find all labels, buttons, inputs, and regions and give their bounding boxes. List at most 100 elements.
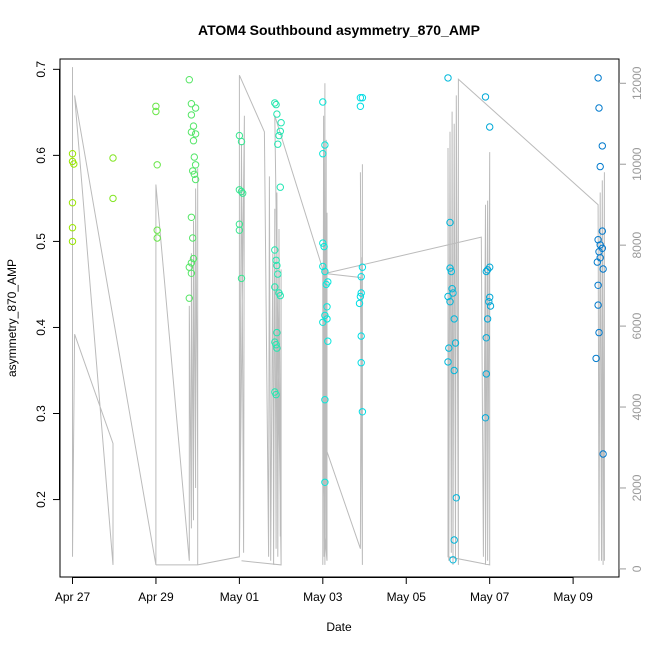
data-points-layer <box>68 74 607 564</box>
data-point <box>187 100 196 108</box>
y-tick-label: 0.3 <box>34 405 48 422</box>
data-point <box>275 131 283 140</box>
secondary-series-layer <box>72 67 605 566</box>
data-point <box>273 344 281 352</box>
data-point <box>276 291 284 300</box>
data-point <box>358 263 367 271</box>
data-point <box>189 234 197 242</box>
data-point <box>594 74 602 82</box>
data-point <box>482 334 490 342</box>
data-point <box>191 161 200 169</box>
data-point <box>596 162 604 171</box>
data-point <box>187 213 196 222</box>
data-point <box>447 267 455 276</box>
y-axis-label: asymmetry_870_AMP <box>5 259 19 377</box>
data-point <box>274 140 282 148</box>
data-point <box>185 294 194 302</box>
data-point <box>321 396 329 404</box>
data-point <box>324 337 332 345</box>
data-point <box>277 119 285 127</box>
data-point <box>322 280 330 289</box>
data-point <box>153 226 161 234</box>
y2-tick-label: 2000 <box>630 474 644 501</box>
data-point <box>273 261 281 270</box>
data-point <box>599 265 607 273</box>
data-point <box>239 189 247 197</box>
x-tick-label: Apr 27 <box>55 590 91 604</box>
data-point <box>445 344 453 352</box>
data-point <box>272 390 280 399</box>
y-tick-label: 0.7 <box>34 61 48 78</box>
data-point <box>319 98 327 106</box>
data-point <box>599 450 607 458</box>
y2-tick-label: 0 <box>630 565 644 572</box>
y2-tick-label: 10000 <box>630 147 644 181</box>
data-point <box>449 556 457 564</box>
data-point <box>68 237 77 246</box>
secondary-y-axis: 0 2000 4000 6000 8000 10000 12000 <box>619 66 644 572</box>
data-point <box>358 94 367 102</box>
data-point <box>237 187 246 196</box>
data-point <box>450 366 458 375</box>
data-point <box>152 102 160 111</box>
y2-tick-label: 4000 <box>630 393 644 420</box>
x-tick-label: May 05 <box>387 590 427 604</box>
y-tick-label: 0.2 <box>34 491 48 508</box>
data-point <box>70 160 78 168</box>
data-point <box>68 224 77 232</box>
data-point <box>191 104 200 112</box>
data-point <box>449 289 457 297</box>
data-point <box>446 264 454 272</box>
data-point <box>68 150 77 158</box>
data-point <box>319 262 327 271</box>
data-point <box>276 183 284 191</box>
data-point <box>356 292 365 301</box>
data-point <box>191 130 200 138</box>
data-point <box>483 266 492 274</box>
data-point <box>271 283 279 291</box>
x-tick-label: May 07 <box>470 590 510 604</box>
data-point <box>594 281 602 289</box>
data-point <box>187 269 196 277</box>
data-point <box>187 259 196 267</box>
data-point <box>152 107 160 116</box>
x-tick-label: Apr 29 <box>138 590 174 604</box>
data-point <box>595 104 603 112</box>
data-point <box>485 298 493 306</box>
data-point <box>446 298 454 306</box>
data-point <box>319 239 327 247</box>
y2-tick-label: 6000 <box>630 312 644 339</box>
data-point <box>190 170 199 179</box>
data-point <box>483 315 492 323</box>
data-point <box>593 258 601 266</box>
data-point <box>321 267 329 276</box>
y-tick-label: 0.5 <box>34 233 48 250</box>
data-point <box>187 128 196 136</box>
data-point <box>273 110 281 118</box>
data-point <box>273 328 281 337</box>
data-point <box>452 494 460 502</box>
data-point <box>319 318 327 326</box>
data-point <box>68 199 77 207</box>
data-point <box>191 175 200 184</box>
data-point <box>274 270 282 278</box>
data-point <box>153 161 161 169</box>
data-point <box>595 328 603 337</box>
x-tick-label: May 01 <box>220 590 260 604</box>
data-point <box>189 167 197 175</box>
data-point <box>486 293 494 301</box>
data-point <box>356 102 365 111</box>
y-tick-label: 0.4 <box>34 319 48 336</box>
data-point <box>237 274 246 283</box>
data-point <box>450 315 458 323</box>
data-point <box>323 303 331 311</box>
chart-title: ATOM4 Southbound asymmetry_870_AMP <box>198 22 480 38</box>
data-point <box>598 227 606 235</box>
data-point <box>357 359 365 367</box>
data-point <box>482 267 490 276</box>
data-point <box>481 93 490 101</box>
data-point <box>481 414 490 422</box>
data-point <box>235 226 244 234</box>
data-point <box>444 292 452 301</box>
